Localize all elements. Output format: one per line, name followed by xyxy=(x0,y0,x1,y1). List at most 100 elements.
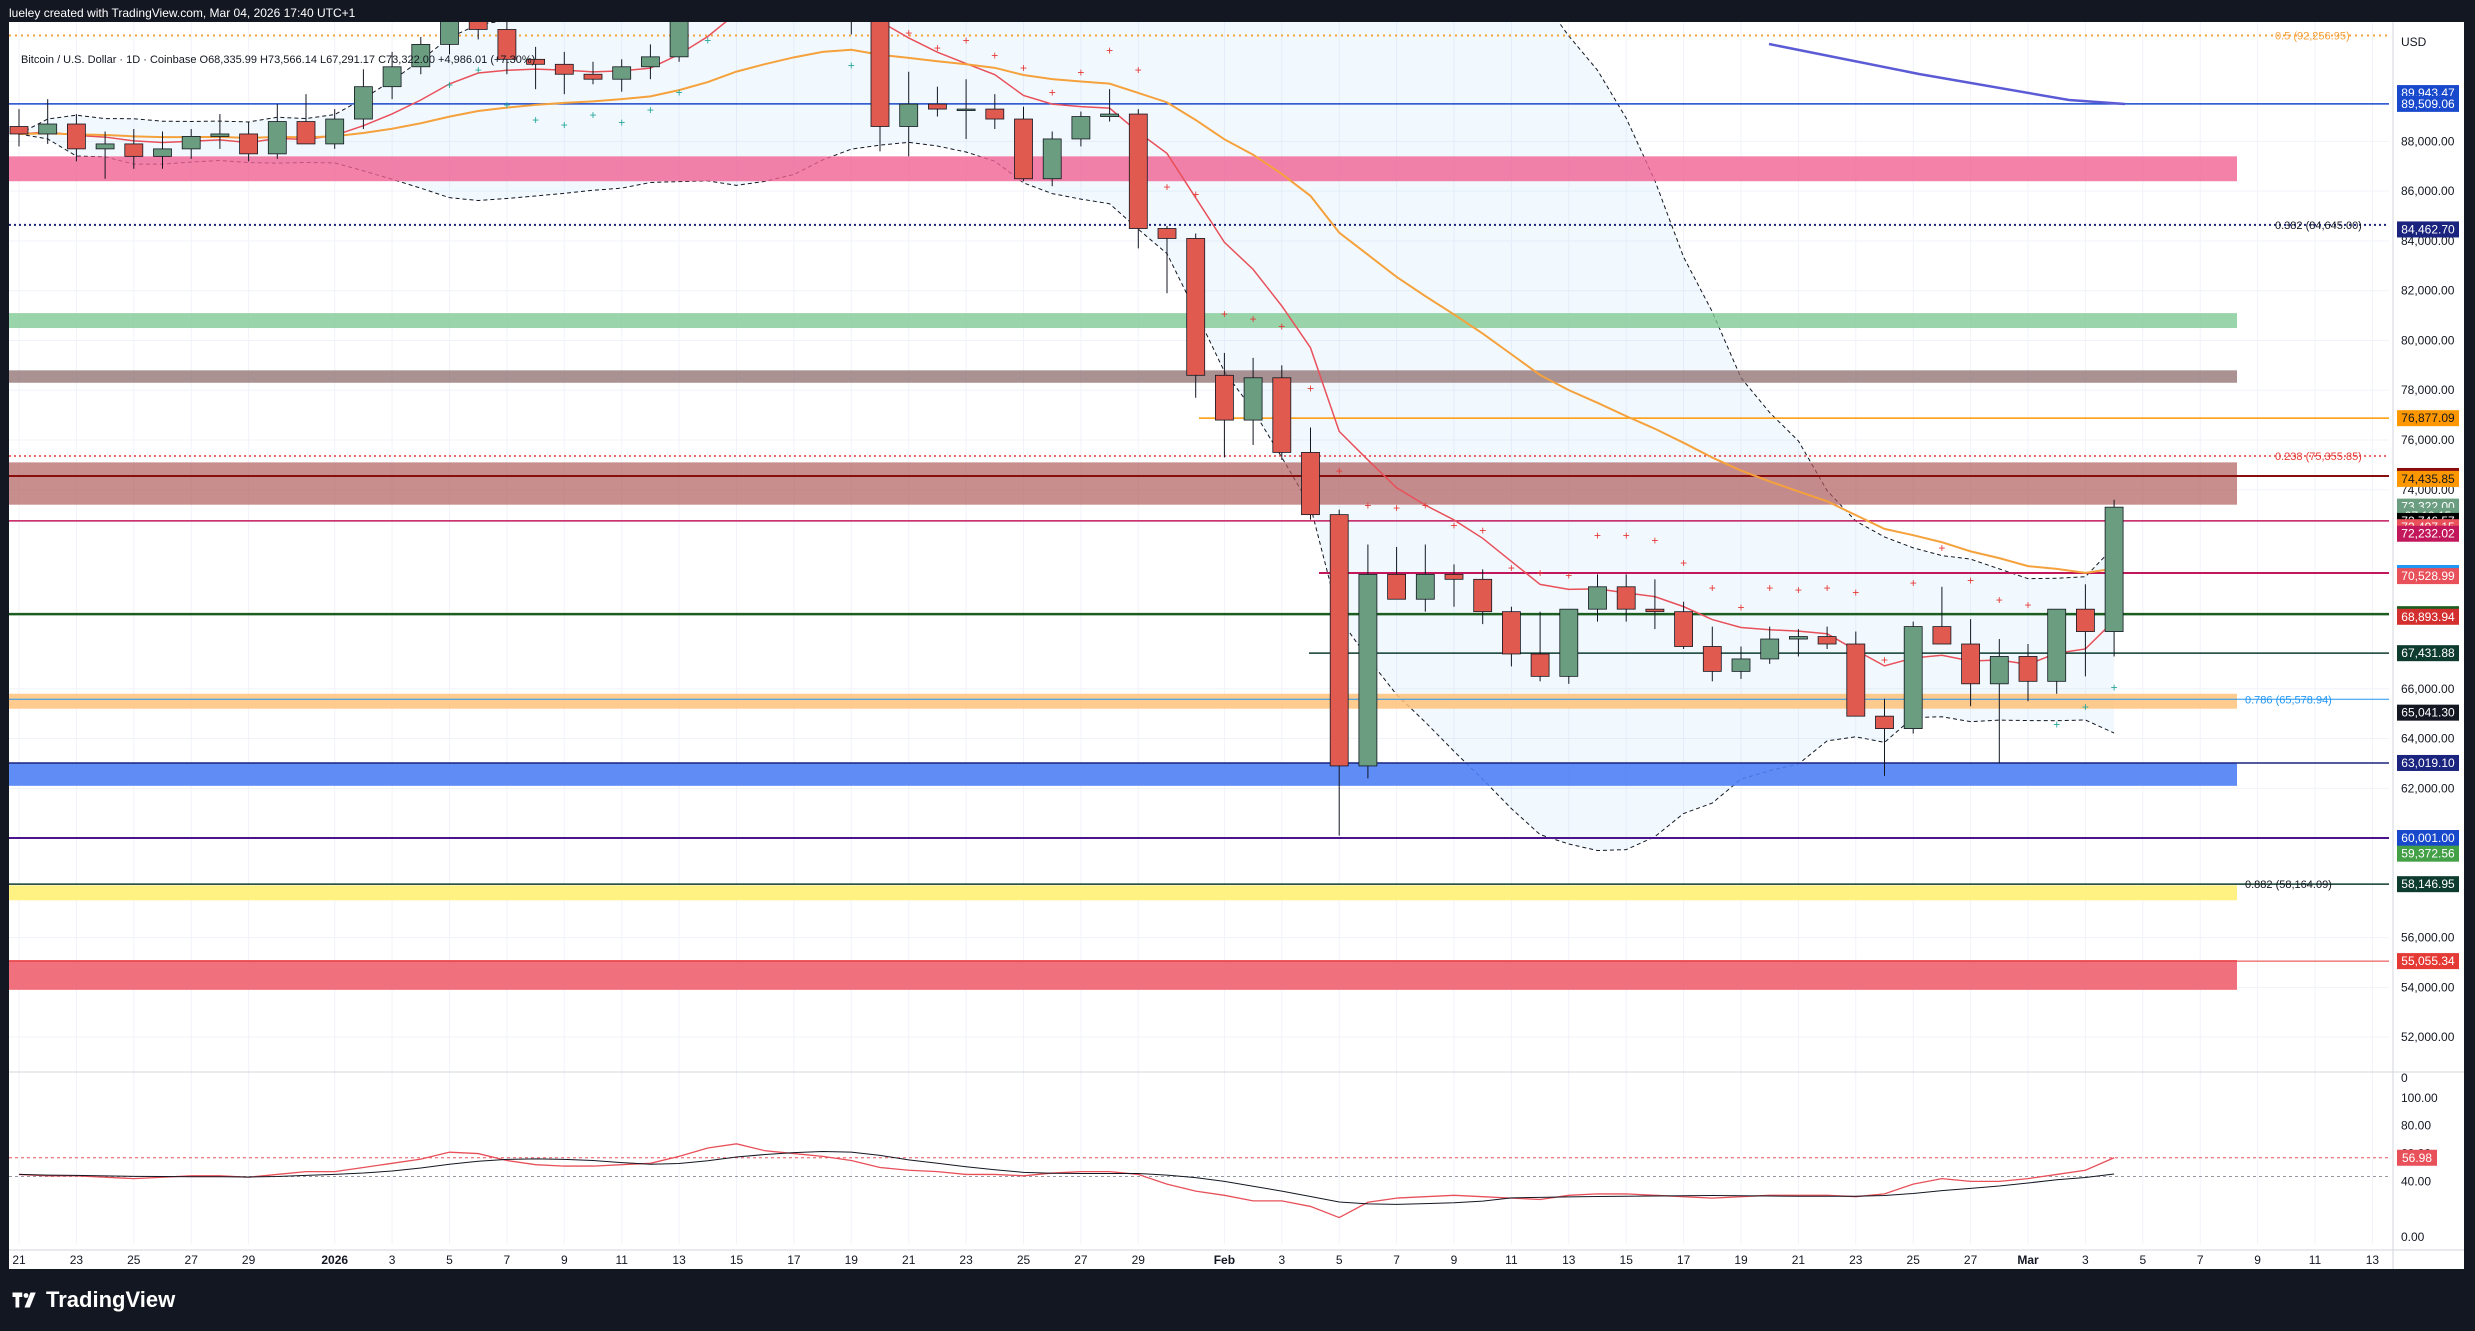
candle-body xyxy=(956,108,976,111)
candle-body xyxy=(1702,646,1722,672)
time-tick-label: 3 xyxy=(389,1253,396,1267)
sar-dot: + xyxy=(963,33,970,47)
sar-dot: + xyxy=(1996,593,2003,607)
candle-body xyxy=(1415,573,1435,600)
candle-body xyxy=(1444,573,1464,580)
sar-dot: + xyxy=(1278,320,1285,334)
sar-dot: + xyxy=(1479,524,1486,538)
candle-body xyxy=(1760,638,1780,660)
candle-body xyxy=(870,22,890,127)
fib-label: 0.382 (84,645.00) xyxy=(2275,220,2362,232)
time-tick-label: 2026 xyxy=(321,1253,348,1267)
zone-1 xyxy=(9,313,2237,329)
time-tick-label: 5 xyxy=(2139,1253,2146,1267)
fib-labels: 0.5 (92,256.95) 0.382 (84,645.00) 0.238 (7… xyxy=(2245,31,2362,891)
sar-dot: + xyxy=(1910,576,1917,590)
candle-body xyxy=(2104,506,2124,632)
candle-body xyxy=(1502,611,1521,655)
zone-5 xyxy=(9,763,2237,786)
time-tick-label: Mar xyxy=(2017,1253,2039,1267)
sar-dot: + xyxy=(1077,66,1084,80)
sar-dot: + xyxy=(1537,566,1544,580)
candle-body xyxy=(1071,116,1091,140)
candle-body xyxy=(1014,118,1033,180)
time-tick-label: 15 xyxy=(730,1253,744,1267)
candle-body xyxy=(1128,113,1148,229)
candle-body xyxy=(95,143,115,150)
price-label: 72,232.02 xyxy=(2401,527,2455,541)
sar-dot: + xyxy=(934,41,941,55)
sar-dot: + xyxy=(1393,501,1400,515)
price-label-bg xyxy=(2397,953,2459,970)
candle-body xyxy=(239,133,259,155)
time-tick-label: 27 xyxy=(1074,1253,1088,1267)
time-tick-label: 3 xyxy=(2082,1253,2089,1267)
candle-body xyxy=(669,22,689,58)
price-tick-label: 54,000.00 xyxy=(2401,980,2455,994)
sar-dot: + xyxy=(1450,519,1457,533)
price-label: 59,372.56 xyxy=(2401,847,2455,861)
candle-body xyxy=(1616,586,1636,610)
zones xyxy=(9,156,2237,990)
time-tick-label: 23 xyxy=(70,1253,84,1267)
chart-frame[interactable]: + + + + + + + + + + + + + + + + + + + + + + + + + + + + + + + + + + + + + + + +… xyxy=(9,22,2464,1269)
candle-body xyxy=(1157,228,1177,239)
price-tick-label: 64,000.00 xyxy=(2401,732,2455,746)
candle-body xyxy=(1530,653,1550,677)
time-tick-label: 17 xyxy=(787,1253,801,1267)
sar-dot: + xyxy=(647,103,654,117)
time-tick-label: 7 xyxy=(1393,1253,1400,1267)
candle-body xyxy=(2075,608,2095,632)
sar-dot: + xyxy=(991,48,998,62)
sar-dot: + xyxy=(1967,573,1974,587)
candle-body xyxy=(440,22,459,45)
time-tick-label: 21 xyxy=(12,1253,26,1267)
candle-body xyxy=(181,136,201,150)
time-tick-label: 7 xyxy=(504,1253,511,1267)
price-tick-label: 80,000.00 xyxy=(2401,333,2455,347)
time-tick-label: 9 xyxy=(561,1253,568,1267)
time-tick-label: 21 xyxy=(1792,1253,1806,1267)
zone-2 xyxy=(9,370,2237,383)
price-label-bg xyxy=(2397,410,2459,427)
time-tick-label: 25 xyxy=(1907,1253,1921,1267)
price-label-bg xyxy=(2397,95,2459,112)
zone-6 xyxy=(9,885,2237,901)
sar-dot: + xyxy=(2111,680,2118,694)
candle-body xyxy=(1272,377,1292,453)
sar-dot: + xyxy=(1192,188,1199,202)
candle-body xyxy=(928,103,947,110)
price-label: 65,041.30 xyxy=(2401,706,2455,720)
time-tick-label: 9 xyxy=(1451,1253,1458,1267)
footer-bar xyxy=(0,1269,2475,1331)
fib-label: 0.238 (75,355.85) xyxy=(2275,451,2362,463)
tradingview-logo[interactable]: TradingView xyxy=(12,1284,175,1316)
rsi-tick-label: 100.00 xyxy=(2401,1091,2438,1105)
chart-svg[interactable]: + + + + + + + + + + + + + + + + + + + + + + + + + + + + + + + + + + + + + + + +… xyxy=(9,22,2464,1269)
price-label-bg xyxy=(2397,568,2459,585)
candle-body xyxy=(2047,608,2067,682)
zone-7 xyxy=(9,959,2237,990)
sar-dot: + xyxy=(905,26,912,40)
time-tick-label: 25 xyxy=(1017,1253,1031,1267)
candle-body xyxy=(641,56,660,68)
sar-dot: + xyxy=(1307,382,1314,396)
price-label: 67,431.88 xyxy=(2401,646,2455,660)
rsi-scale-top-label: 0 xyxy=(2401,1071,2408,1085)
price-label: 68,893.94 xyxy=(2401,610,2455,624)
zone-0 xyxy=(9,156,2237,182)
price-label-bg xyxy=(2397,830,2459,847)
sar-dot: + xyxy=(704,33,711,47)
candle-body xyxy=(382,66,402,88)
candle-body xyxy=(497,29,517,60)
tradingview-brand-name: TradingView xyxy=(46,1287,176,1312)
time-tick-label: 29 xyxy=(242,1253,256,1267)
price-label: 74,435.85 xyxy=(2401,472,2455,486)
price-tick-label: 84,000.00 xyxy=(2401,234,2455,248)
price-tick-label: 62,000.00 xyxy=(2401,781,2455,795)
sar-dot: + xyxy=(1163,180,1170,194)
candle-body xyxy=(325,118,345,145)
zone-4 xyxy=(9,693,2237,709)
price-tick-label: 86,000.00 xyxy=(2401,184,2455,198)
